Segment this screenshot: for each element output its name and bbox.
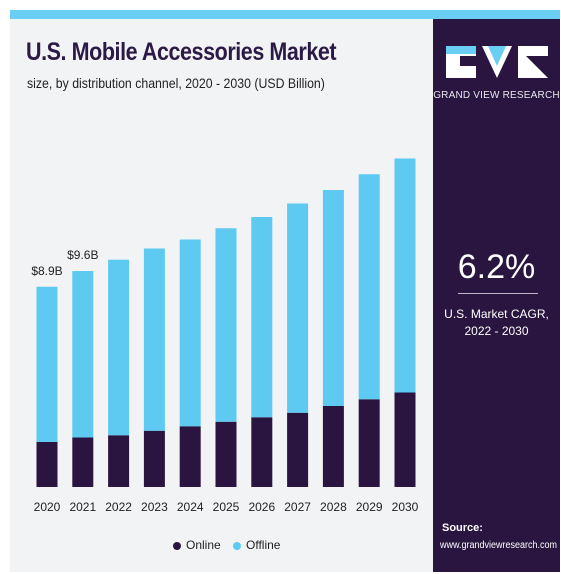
x-tick-label-2030: 2030 bbox=[392, 500, 419, 514]
cagr-value: 6.2% bbox=[457, 248, 536, 286]
cagr-label-line2: 2022 - 2030 bbox=[464, 324, 529, 338]
bar-offline-2021 bbox=[72, 271, 94, 438]
bar-online-2025 bbox=[215, 421, 237, 487]
accent-bar bbox=[10, 10, 560, 19]
bar-offline-2024 bbox=[179, 239, 201, 427]
data-label-2021: $9.6B bbox=[67, 248, 98, 262]
bar-offline-2020 bbox=[36, 286, 58, 442]
bar-offline-2029 bbox=[358, 174, 380, 400]
legend-item-online: Online bbox=[173, 538, 221, 552]
side-panel bbox=[433, 19, 560, 572]
bar-online-2020 bbox=[36, 442, 58, 487]
source-label: Source: bbox=[442, 522, 483, 534]
x-tick-label-2024: 2024 bbox=[177, 500, 204, 514]
bar-online-2023 bbox=[143, 430, 165, 487]
source-link[interactable]: www.grandviewresearch.com bbox=[440, 540, 558, 551]
chart-subtitle: size, by distribution channel, 2020 - 20… bbox=[27, 75, 325, 91]
cagr-divider bbox=[458, 293, 538, 294]
legend-offline-swatch bbox=[233, 541, 241, 550]
bar-offline-2030 bbox=[394, 158, 416, 393]
bar-online-2030 bbox=[394, 392, 416, 487]
x-tick-label-2020: 2020 bbox=[34, 500, 61, 514]
bar-offline-2028 bbox=[322, 190, 344, 406]
data-label-2020: $8.9B bbox=[31, 264, 62, 278]
x-tick-label-2026: 2026 bbox=[248, 500, 275, 514]
x-tick-label-2023: 2023 bbox=[141, 500, 168, 514]
bar-online-2027 bbox=[287, 412, 309, 487]
bar-online-2024 bbox=[179, 426, 201, 487]
x-tick-label-2029: 2029 bbox=[356, 500, 383, 514]
bar-offline-2026 bbox=[251, 217, 273, 418]
bar-offline-2027 bbox=[287, 203, 309, 413]
bar-online-2021 bbox=[72, 437, 94, 487]
legend-online-label: Online bbox=[186, 538, 221, 552]
x-tick-label-2028: 2028 bbox=[320, 500, 347, 514]
cagr-label-line1: U.S. Market CAGR, bbox=[444, 307, 549, 321]
x-tick-label-2021: 2021 bbox=[69, 500, 96, 514]
bar-offline-2025 bbox=[215, 228, 237, 422]
legend-online-swatch bbox=[173, 541, 181, 550]
bar-offline-2022 bbox=[108, 259, 130, 436]
x-tick-label-2025: 2025 bbox=[213, 500, 240, 514]
legend-item-offline: Offline bbox=[233, 538, 280, 552]
bar-online-2022 bbox=[108, 435, 130, 487]
bar-online-2028 bbox=[322, 406, 344, 487]
grand-view-research-logo-icon bbox=[446, 46, 548, 78]
bar-online-2029 bbox=[358, 399, 380, 487]
bar-online-2026 bbox=[251, 417, 273, 487]
bar-offline-2023 bbox=[143, 248, 165, 431]
legend-offline-label: Offline bbox=[246, 538, 281, 552]
cagr-label: U.S. Market CAGR, 2022 - 2030 bbox=[433, 306, 560, 340]
x-tick-label-2022: 2022 bbox=[105, 500, 132, 514]
chart-title: U.S. Mobile Accessories Market bbox=[26, 38, 337, 66]
x-tick-label-2027: 2027 bbox=[284, 500, 311, 514]
brand-name: GRAND VIEW RESEARCH bbox=[433, 90, 560, 101]
